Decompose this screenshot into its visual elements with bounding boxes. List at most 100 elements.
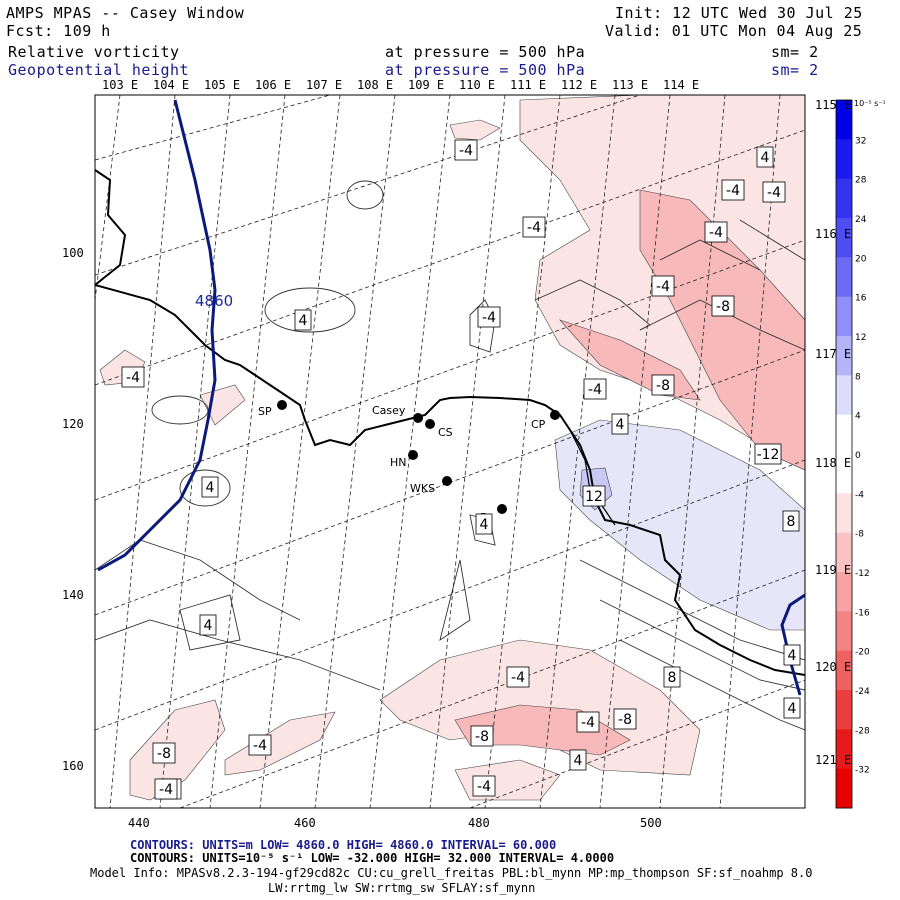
colorbar-swatch	[836, 139, 852, 180]
station-cp-marker[interactable]	[550, 410, 560, 420]
contour-label-box	[651, 374, 675, 396]
colorbar-unit: 10⁻⁵ s⁻¹	[854, 99, 886, 108]
colorbar-tick-label: -20	[855, 648, 870, 658]
colorbar-swatch	[836, 257, 852, 298]
field2-smooth: sm= 2	[771, 61, 819, 79]
contour-label: -4	[511, 670, 525, 686]
station-markers	[277, 400, 560, 514]
colorbar-swatch	[836, 178, 852, 219]
station-hn-marker[interactable]	[408, 450, 418, 460]
colorbar-tick-label: -32	[855, 766, 870, 776]
colorbar-tick-label: -4	[855, 490, 864, 500]
contour-label: -4	[581, 715, 595, 731]
contour-label-box	[756, 146, 774, 168]
height-contour-label: 4860	[195, 292, 233, 310]
contour-label-box	[782, 510, 800, 532]
colorbar-tick-label: -8	[855, 530, 864, 540]
station-wks-marker[interactable]	[442, 476, 452, 486]
contour-label: 4	[788, 701, 797, 717]
station-casey-marker[interactable]	[413, 413, 423, 423]
y-axis-tick-label: 100	[62, 246, 84, 260]
colorbar-swatch	[836, 493, 852, 534]
longitude-label-right: 115 E	[815, 98, 852, 112]
contour-label-box	[248, 734, 272, 756]
longitude-label-right: 119 E	[815, 563, 852, 577]
longitude-label-right: 120 E	[815, 660, 852, 674]
vorticity-contour-lines	[95, 180, 805, 731]
station-labels: SP Casey CS HN WKS CP D	[258, 404, 546, 524]
longitude-label-top: 103 E	[102, 78, 139, 92]
contour-label-box	[583, 378, 607, 400]
station-cp-label: CP	[531, 418, 546, 431]
colorbar-tick-label: 16	[855, 294, 867, 304]
contour-label-box	[506, 666, 530, 688]
contour-label: -8	[618, 712, 632, 728]
contour-label: -4	[253, 738, 267, 754]
contour-label: -4	[767, 185, 781, 201]
colorbar-tick-label: 32	[855, 136, 866, 146]
colorbar-swatch	[836, 454, 852, 494]
contour-label: 4	[574, 753, 583, 769]
colorbar-swatch	[836, 729, 852, 770]
positive-region	[554, 419, 805, 631]
contour-label: -4	[482, 310, 496, 326]
contour-label: 12	[585, 489, 603, 505]
colorbar-tick-label: -24	[855, 687, 870, 697]
colorbar-swatch	[836, 336, 852, 376]
contour-label-box	[721, 179, 745, 201]
colorbar-swatch	[836, 611, 852, 652]
y-axis-tick-label: 160	[62, 759, 84, 773]
contour-label-box	[611, 413, 629, 435]
longitude-label-top: 112 E	[561, 78, 598, 92]
colorbar-tick-label: -28	[855, 726, 870, 736]
longitude-label-top: 108 E	[357, 78, 394, 92]
small-negative-region	[449, 119, 501, 141]
colorbar-swatch	[836, 532, 852, 573]
contour-label-box	[152, 742, 176, 764]
contour-label: 4	[204, 618, 213, 634]
contour-label: 4	[299, 313, 308, 329]
colorbar-swatch	[836, 296, 852, 337]
field2-name: Geopotential height	[8, 61, 190, 79]
station-wks-label: WKS	[410, 482, 435, 495]
field1-smooth: sm= 2	[771, 43, 819, 61]
footer-contours-vorticity: CONTOURS: UNITS=10⁻⁵ s⁻¹ LOW= -32.000 HI…	[130, 851, 615, 865]
station-cs-marker[interactable]	[425, 419, 435, 429]
colorbar-swatch	[836, 375, 852, 416]
colorbar-frame	[835, 99, 853, 809]
contour-label: 4	[206, 480, 215, 496]
field1-level: at pressure = 500 hPa	[385, 43, 586, 61]
station-sp-marker[interactable]	[277, 400, 287, 410]
contour-label-box	[477, 306, 501, 328]
colorbar-swatch	[836, 572, 852, 612]
forecast-hour: Fcst: 109 h	[6, 22, 111, 40]
contour-label-box	[576, 711, 600, 733]
colorbar-tick-label: -12	[855, 569, 870, 579]
contour-label-box	[711, 295, 735, 317]
contour-label: 4	[616, 417, 625, 433]
contour-label: -4	[709, 225, 723, 241]
contour-label: -8	[475, 729, 489, 745]
contour-label: -4	[726, 183, 740, 199]
station-d-marker[interactable]	[497, 504, 507, 514]
longitude-label-right: 118 E	[815, 456, 852, 470]
contour-label: -4	[527, 220, 541, 236]
map-plot-area: 4860 SP Casey CS HN WKS CP D -4 4 -4 -4 -4 -4…	[95, 95, 805, 808]
station-casey-label: Casey	[372, 404, 406, 417]
contour-label: -4	[588, 382, 602, 398]
contour-label: -4	[126, 370, 140, 386]
field1-name: Relative vorticity	[8, 43, 180, 61]
contour-label: -4	[656, 279, 670, 295]
contour-label-box	[454, 139, 478, 161]
init-time: Init: 12 UTC Wed 30 Jul 25	[615, 4, 863, 22]
contour-label-box	[294, 309, 312, 331]
contour-label: 4	[761, 150, 770, 166]
contour-label-box	[470, 725, 494, 747]
x-axis-tick-label: 480	[468, 816, 490, 830]
longitude-label-top: 104 E	[153, 78, 190, 92]
colorbar-tick-label: 4	[855, 412, 861, 422]
contour-label-box	[582, 485, 606, 507]
contour-label-box	[475, 513, 493, 535]
contour-label: 4	[788, 648, 797, 664]
